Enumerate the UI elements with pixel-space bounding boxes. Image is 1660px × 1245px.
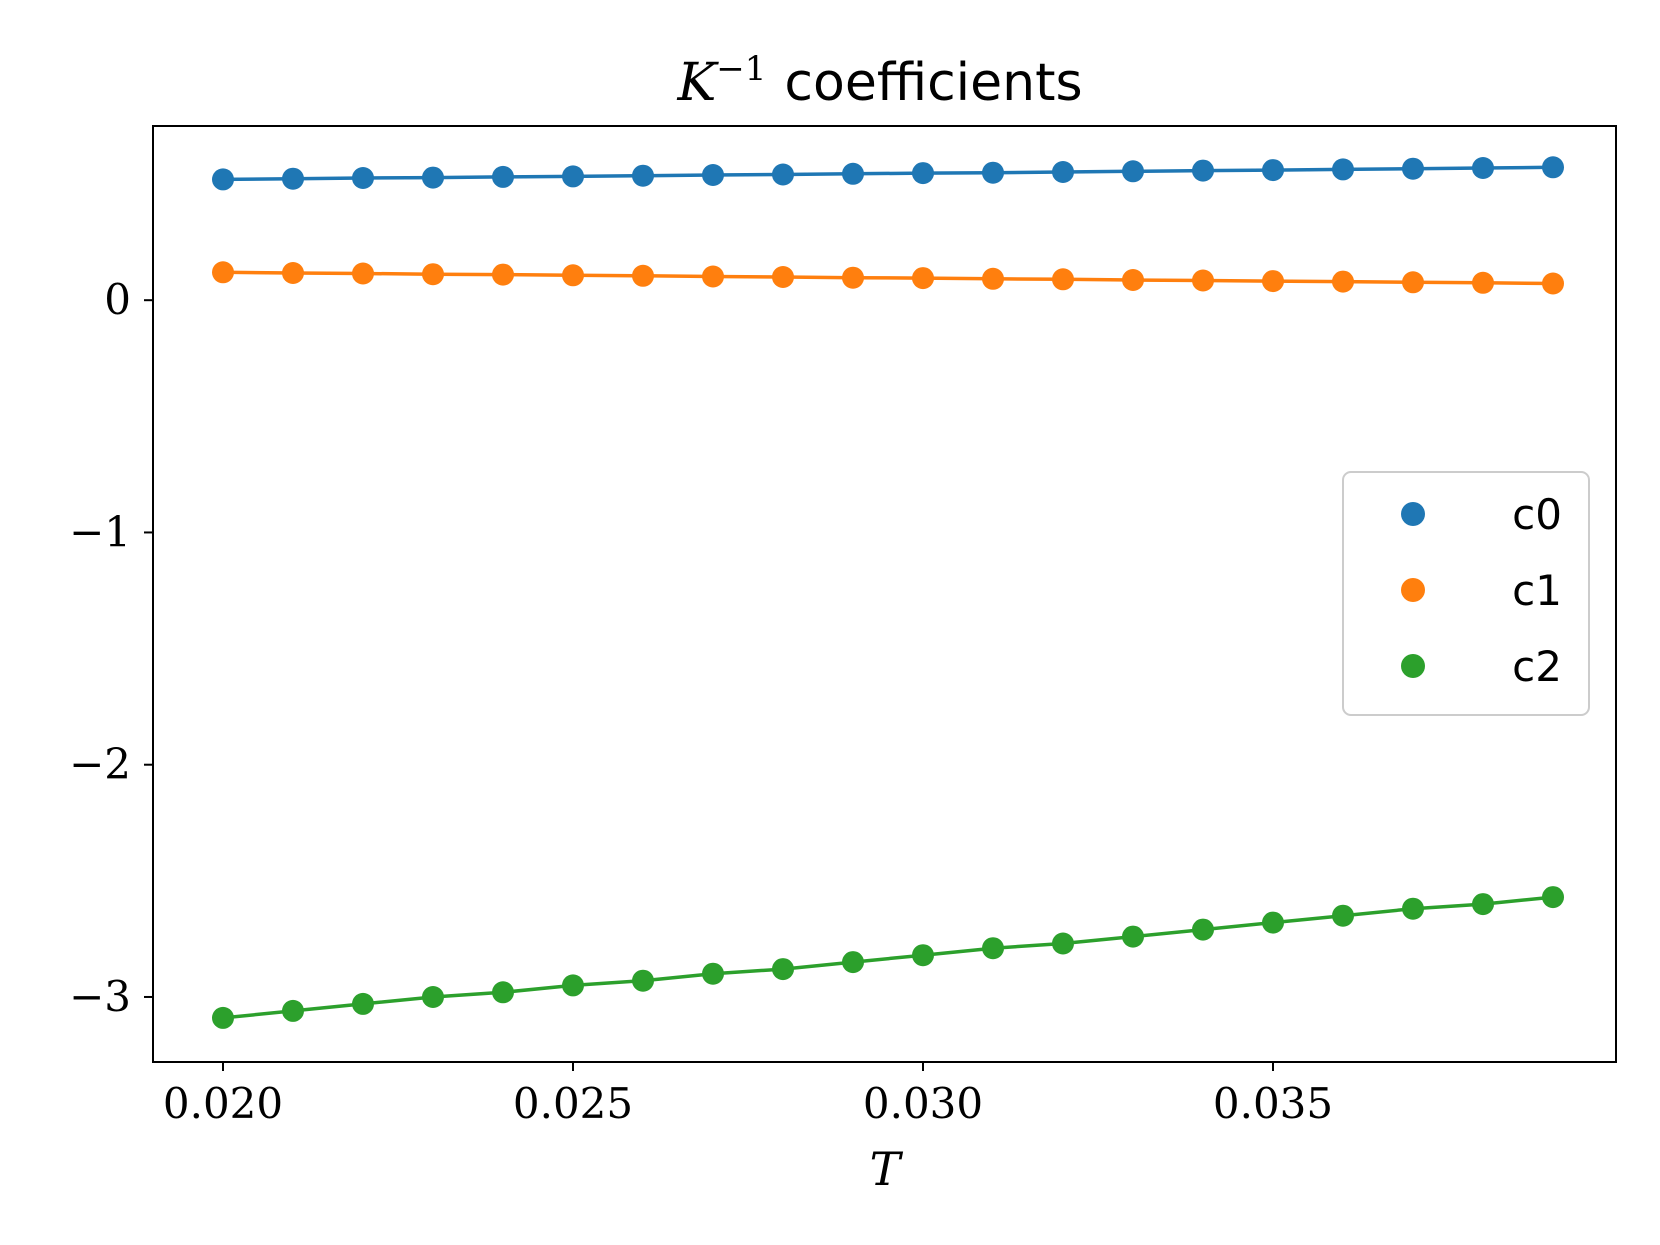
point-c2-10 — [912, 944, 934, 967]
point-c1-18 — [1472, 271, 1494, 294]
point-c1-16 — [1332, 270, 1354, 293]
point-c0-15 — [1262, 159, 1284, 182]
legend-box — [1342, 471, 1590, 716]
point-c0-12 — [1052, 161, 1074, 183]
point-c2-16 — [1332, 904, 1354, 927]
x-tick-label: 0.020 — [163, 1079, 283, 1128]
point-c0-3 — [422, 166, 444, 189]
x-tick-label: 0.025 — [513, 1079, 633, 1128]
point-c2-19 — [1542, 886, 1564, 909]
point-c2-15 — [1262, 911, 1284, 934]
point-c1-19 — [1542, 272, 1564, 295]
legend-marker-c0 — [1401, 502, 1425, 526]
point-c0-1 — [282, 167, 304, 190]
x-tick-label: 0.035 — [1213, 1079, 1333, 1128]
y-tick-label: 0 — [104, 275, 131, 324]
point-c2-3 — [422, 986, 444, 1008]
legend-label-c1: c1 — [1512, 566, 1562, 615]
point-c0-8 — [772, 163, 794, 186]
point-c2-13 — [1122, 925, 1144, 948]
point-c2-18 — [1472, 893, 1494, 916]
point-c0-14 — [1192, 159, 1214, 182]
point-c0-13 — [1122, 160, 1144, 183]
point-c1-15 — [1262, 270, 1284, 293]
point-c2-1 — [282, 999, 304, 1022]
point-c1-12 — [1052, 268, 1074, 291]
point-c2-4 — [492, 981, 514, 1004]
point-c0-18 — [1472, 157, 1494, 179]
point-c1-6 — [632, 264, 654, 287]
x-tick-label: 0.030 — [863, 1079, 983, 1128]
point-c0-0 — [212, 168, 234, 191]
point-c0-19 — [1542, 156, 1564, 179]
point-c1-3 — [422, 263, 444, 286]
point-c1-14 — [1192, 269, 1214, 292]
point-c0-10 — [912, 162, 934, 185]
plot-area — [212, 156, 1564, 1029]
point-c0-11 — [982, 161, 1004, 184]
point-c1-17 — [1402, 271, 1424, 294]
point-c2-14 — [1192, 918, 1214, 941]
point-c1-11 — [982, 267, 1004, 290]
point-c2-7 — [702, 962, 724, 985]
y-tick-label: −2 — [69, 740, 131, 789]
legend: c0 c1 c2 — [1342, 471, 1590, 716]
point-c1-13 — [1122, 269, 1144, 291]
legend-label-c0: c0 — [1512, 490, 1562, 539]
point-c2-17 — [1402, 897, 1424, 920]
point-c2-11 — [982, 937, 1004, 960]
legend-marker-c2 — [1401, 654, 1425, 678]
y-tick-label: −1 — [69, 507, 131, 556]
y-tick-label: −3 — [69, 972, 131, 1021]
legend-label-c2: c2 — [1512, 642, 1562, 691]
point-c1-10 — [912, 267, 934, 290]
point-c2-2 — [352, 992, 374, 1015]
point-c0-6 — [632, 164, 654, 187]
point-c1-8 — [772, 266, 794, 288]
point-c1-7 — [702, 265, 724, 288]
series-line-c2 — [222, 895, 1554, 1020]
x-axis-ticks: 0.020 0.025 0.030 0.035 — [163, 1062, 1333, 1128]
point-c0-7 — [702, 164, 724, 186]
point-c1-5 — [562, 264, 584, 287]
point-c0-17 — [1402, 157, 1424, 180]
y-axis-ticks: 0 −1 −2 −3 — [69, 275, 153, 1021]
point-c0-16 — [1332, 158, 1354, 181]
point-c1-2 — [352, 262, 374, 285]
point-c1-0 — [212, 261, 234, 284]
legend-marker-c1 — [1401, 578, 1425, 602]
point-c1-1 — [282, 262, 304, 284]
point-c2-5 — [562, 974, 584, 997]
series-line-c0 — [222, 165, 1554, 182]
chart-title: K−1 coefficients — [676, 49, 1082, 113]
point-c0-9 — [842, 162, 864, 185]
point-c2-0 — [212, 1006, 234, 1029]
point-c2-6 — [632, 969, 654, 992]
point-c2-8 — [772, 958, 794, 981]
point-c1-4 — [492, 263, 514, 286]
x-axis-label: T — [870, 1142, 904, 1196]
point-c0-4 — [492, 165, 514, 188]
point-c2-12 — [1052, 932, 1074, 955]
point-c0-5 — [562, 165, 584, 188]
axes-frame — [152, 125, 1617, 1063]
point-c2-9 — [842, 951, 864, 974]
point-c0-2 — [352, 167, 374, 189]
point-c1-9 — [842, 266, 864, 289]
series-line-c1 — [222, 270, 1554, 286]
